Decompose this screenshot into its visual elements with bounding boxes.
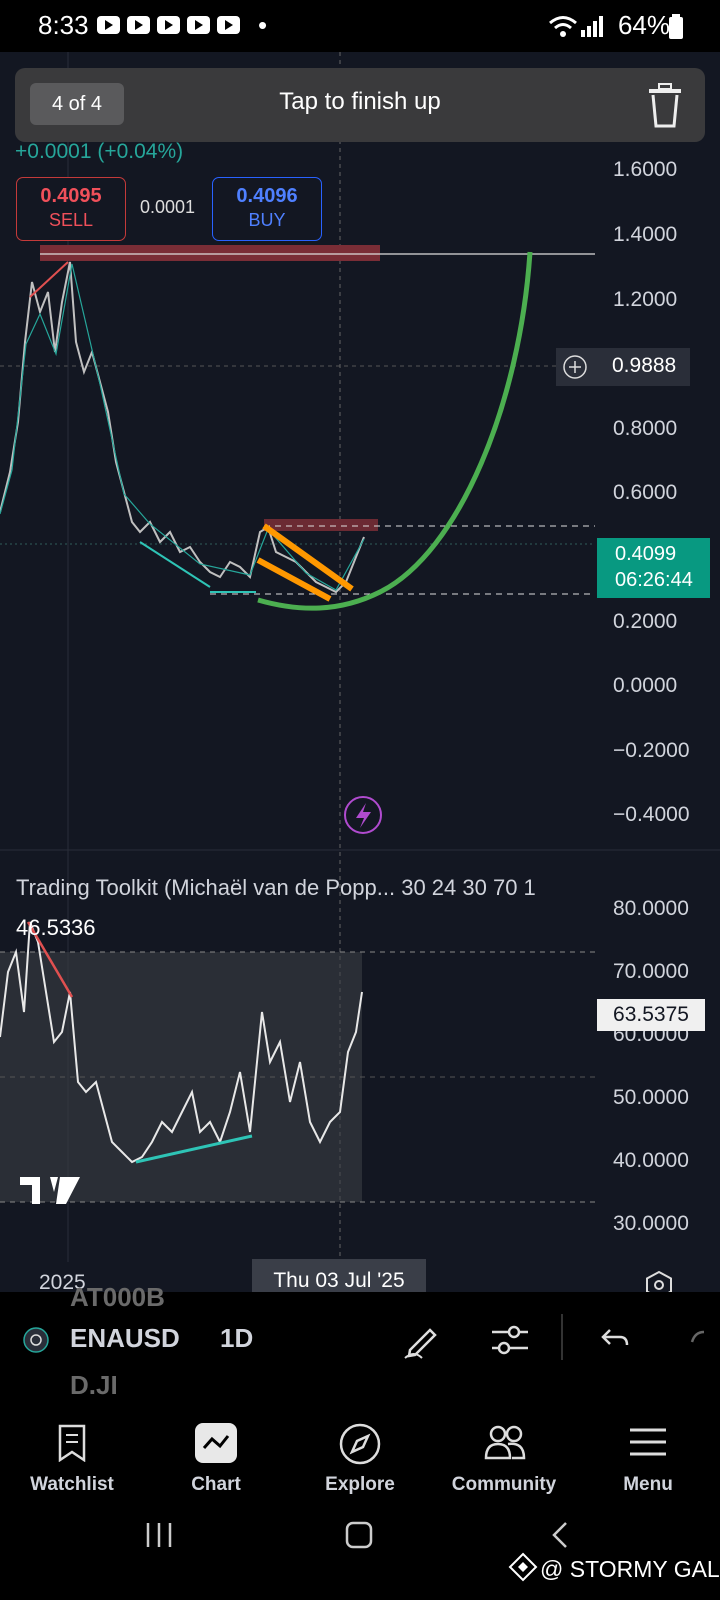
watermark: @ STORMY GAL: [540, 1556, 720, 1582]
toolbar-divider: [561, 1314, 563, 1360]
price-chart[interactable]: [0, 52, 720, 1292]
last-price-tag: 0.4099 06:26:44: [597, 538, 710, 598]
resistance-zone: [40, 245, 380, 261]
battery-icon: [669, 14, 683, 39]
indicator-axis-label: 30.0000: [613, 1212, 689, 1235]
price-axis-label: 1.2000: [613, 288, 678, 311]
indicator-axis-label: 40.0000: [613, 1149, 689, 1172]
compass-icon: [339, 1423, 381, 1465]
symbol-next: D.JI: [70, 1370, 118, 1400]
status-time: 8:33: [38, 10, 89, 40]
nav-label: Explore: [325, 1474, 395, 1495]
youtube-notification-icon: [97, 16, 120, 34]
battery-percent: 64%: [617, 10, 670, 40]
projection-arc: [257, 251, 533, 611]
youtube-notification-icon: [217, 16, 240, 34]
price-series-up: [0, 263, 365, 591]
chart-icon: [195, 1423, 237, 1463]
menu-icon: [630, 1428, 666, 1456]
hint-text[interactable]: Tap to finish up: [279, 88, 441, 115]
price-axis-label: 0.0000: [613, 674, 678, 697]
price-axis-label: 0.2000: [613, 610, 678, 633]
indicator-axis-label: 70.0000: [613, 960, 689, 983]
rsi-divergence-red: [26, 921, 74, 998]
nav-chart[interactable]: Chart: [144, 1400, 288, 1508]
sell-price: 0.4095: [40, 185, 102, 207]
nav-label: Community: [451, 1474, 557, 1495]
bottom-nav: Watchlist Chart Explore Community Menu: [0, 1400, 720, 1508]
youtube-notification-icon: [127, 16, 150, 34]
rsi-line: [0, 921, 363, 1164]
channel-lower: [256, 557, 332, 602]
bar-countdown: 06:26:44: [615, 569, 693, 591]
price-axis-label: −0.2000: [613, 739, 690, 762]
price-axis-label: 1.6000: [613, 158, 678, 181]
symbol-prev: AT000B: [70, 1282, 165, 1312]
rsi-divergence-teal: [135, 1134, 253, 1164]
hint-banner[interactable]: 4 of 4 Tap to finish up: [15, 68, 705, 142]
nav-label: Chart: [191, 1474, 241, 1495]
indicator-title[interactable]: Trading Toolkit (Michaël van de Popp... …: [16, 875, 536, 900]
chart-area[interactable]: [0, 52, 720, 1292]
price-axis-label: 0.8000: [613, 417, 678, 440]
back-icon[interactable]: [548, 1520, 572, 1550]
time-axis-year: 2025: [39, 1271, 86, 1294]
nav-menu[interactable]: Menu: [576, 1400, 720, 1508]
supply-zone: [264, 519, 378, 531]
undo-icon[interactable]: [600, 1324, 630, 1354]
indicator-value: 46.5336: [16, 915, 96, 940]
price-series: [0, 261, 365, 594]
community-icon: [484, 1425, 526, 1460]
chart-toolbar: AT000B ENAUSD D.JI 1D: [0, 1282, 720, 1400]
price-axis-label: 0.6000: [613, 481, 678, 504]
system-nav-bar: [0, 1508, 720, 1600]
crosshair-price: 0.9888: [612, 354, 677, 377]
price-axis-label: 1.4000: [613, 223, 678, 246]
nav-label: Menu: [623, 1474, 673, 1495]
sell-label: SELL: [48, 210, 94, 230]
add-plus-icon[interactable]: [562, 354, 588, 380]
buy-label: BUY: [248, 210, 286, 230]
channel-upper: [262, 523, 354, 592]
tradingview-logo: [20, 1177, 80, 1204]
sell-button[interactable]: 0.4095 SELL: [16, 177, 126, 241]
buy-button[interactable]: 0.4096 BUY: [212, 177, 322, 241]
binance-logo-icon: [508, 1552, 538, 1582]
divergence-line-teal: [139, 541, 211, 588]
indicator-axis-label: 50.0000: [613, 1086, 689, 1109]
interval-button[interactable]: 1D: [220, 1323, 254, 1353]
buy-price: 0.4096: [236, 185, 298, 207]
trash-icon[interactable]: [645, 82, 685, 128]
wifi-icon: [549, 16, 577, 37]
nav-label: Watchlist: [30, 1474, 114, 1495]
indicators-sliders-icon[interactable]: [490, 1322, 530, 1358]
status-bar: 8:33 • 64%: [0, 0, 720, 52]
nav-watchlist[interactable]: Watchlist: [0, 1400, 144, 1508]
price-change: +0.0001 (+0.04%): [15, 140, 184, 163]
notification-dot: •: [258, 10, 268, 40]
signal-icon: [581, 16, 603, 37]
divergence-line-red: [29, 261, 69, 298]
price-axis-label: −0.4000: [613, 803, 690, 826]
indicator-current-tag: 63.5375: [597, 999, 705, 1031]
recents-icon[interactable]: [144, 1520, 176, 1550]
nav-explore[interactable]: Explore: [288, 1400, 432, 1508]
nav-community[interactable]: Community: [432, 1400, 576, 1508]
draw-pencil-icon[interactable]: [402, 1320, 440, 1360]
crosshair-price-label[interactable]: 0.9888: [556, 348, 690, 386]
symbol-logo-icon: [23, 1327, 49, 1353]
spread: 0.0001: [140, 197, 196, 217]
last-price: 0.4099: [615, 543, 677, 565]
home-icon[interactable]: [344, 1520, 374, 1550]
symbol-button[interactable]: ENAUSD: [70, 1323, 180, 1353]
step-counter: 4 of 4: [30, 83, 124, 125]
youtube-notification-icon: [187, 16, 210, 34]
alert-lightning-icon: [344, 796, 382, 834]
youtube-notification-icon: [157, 16, 180, 34]
redo-icon[interactable]: [690, 1328, 720, 1358]
watchlist-icon: [58, 1424, 86, 1462]
indicator-axis-label: 80.0000: [613, 897, 689, 920]
